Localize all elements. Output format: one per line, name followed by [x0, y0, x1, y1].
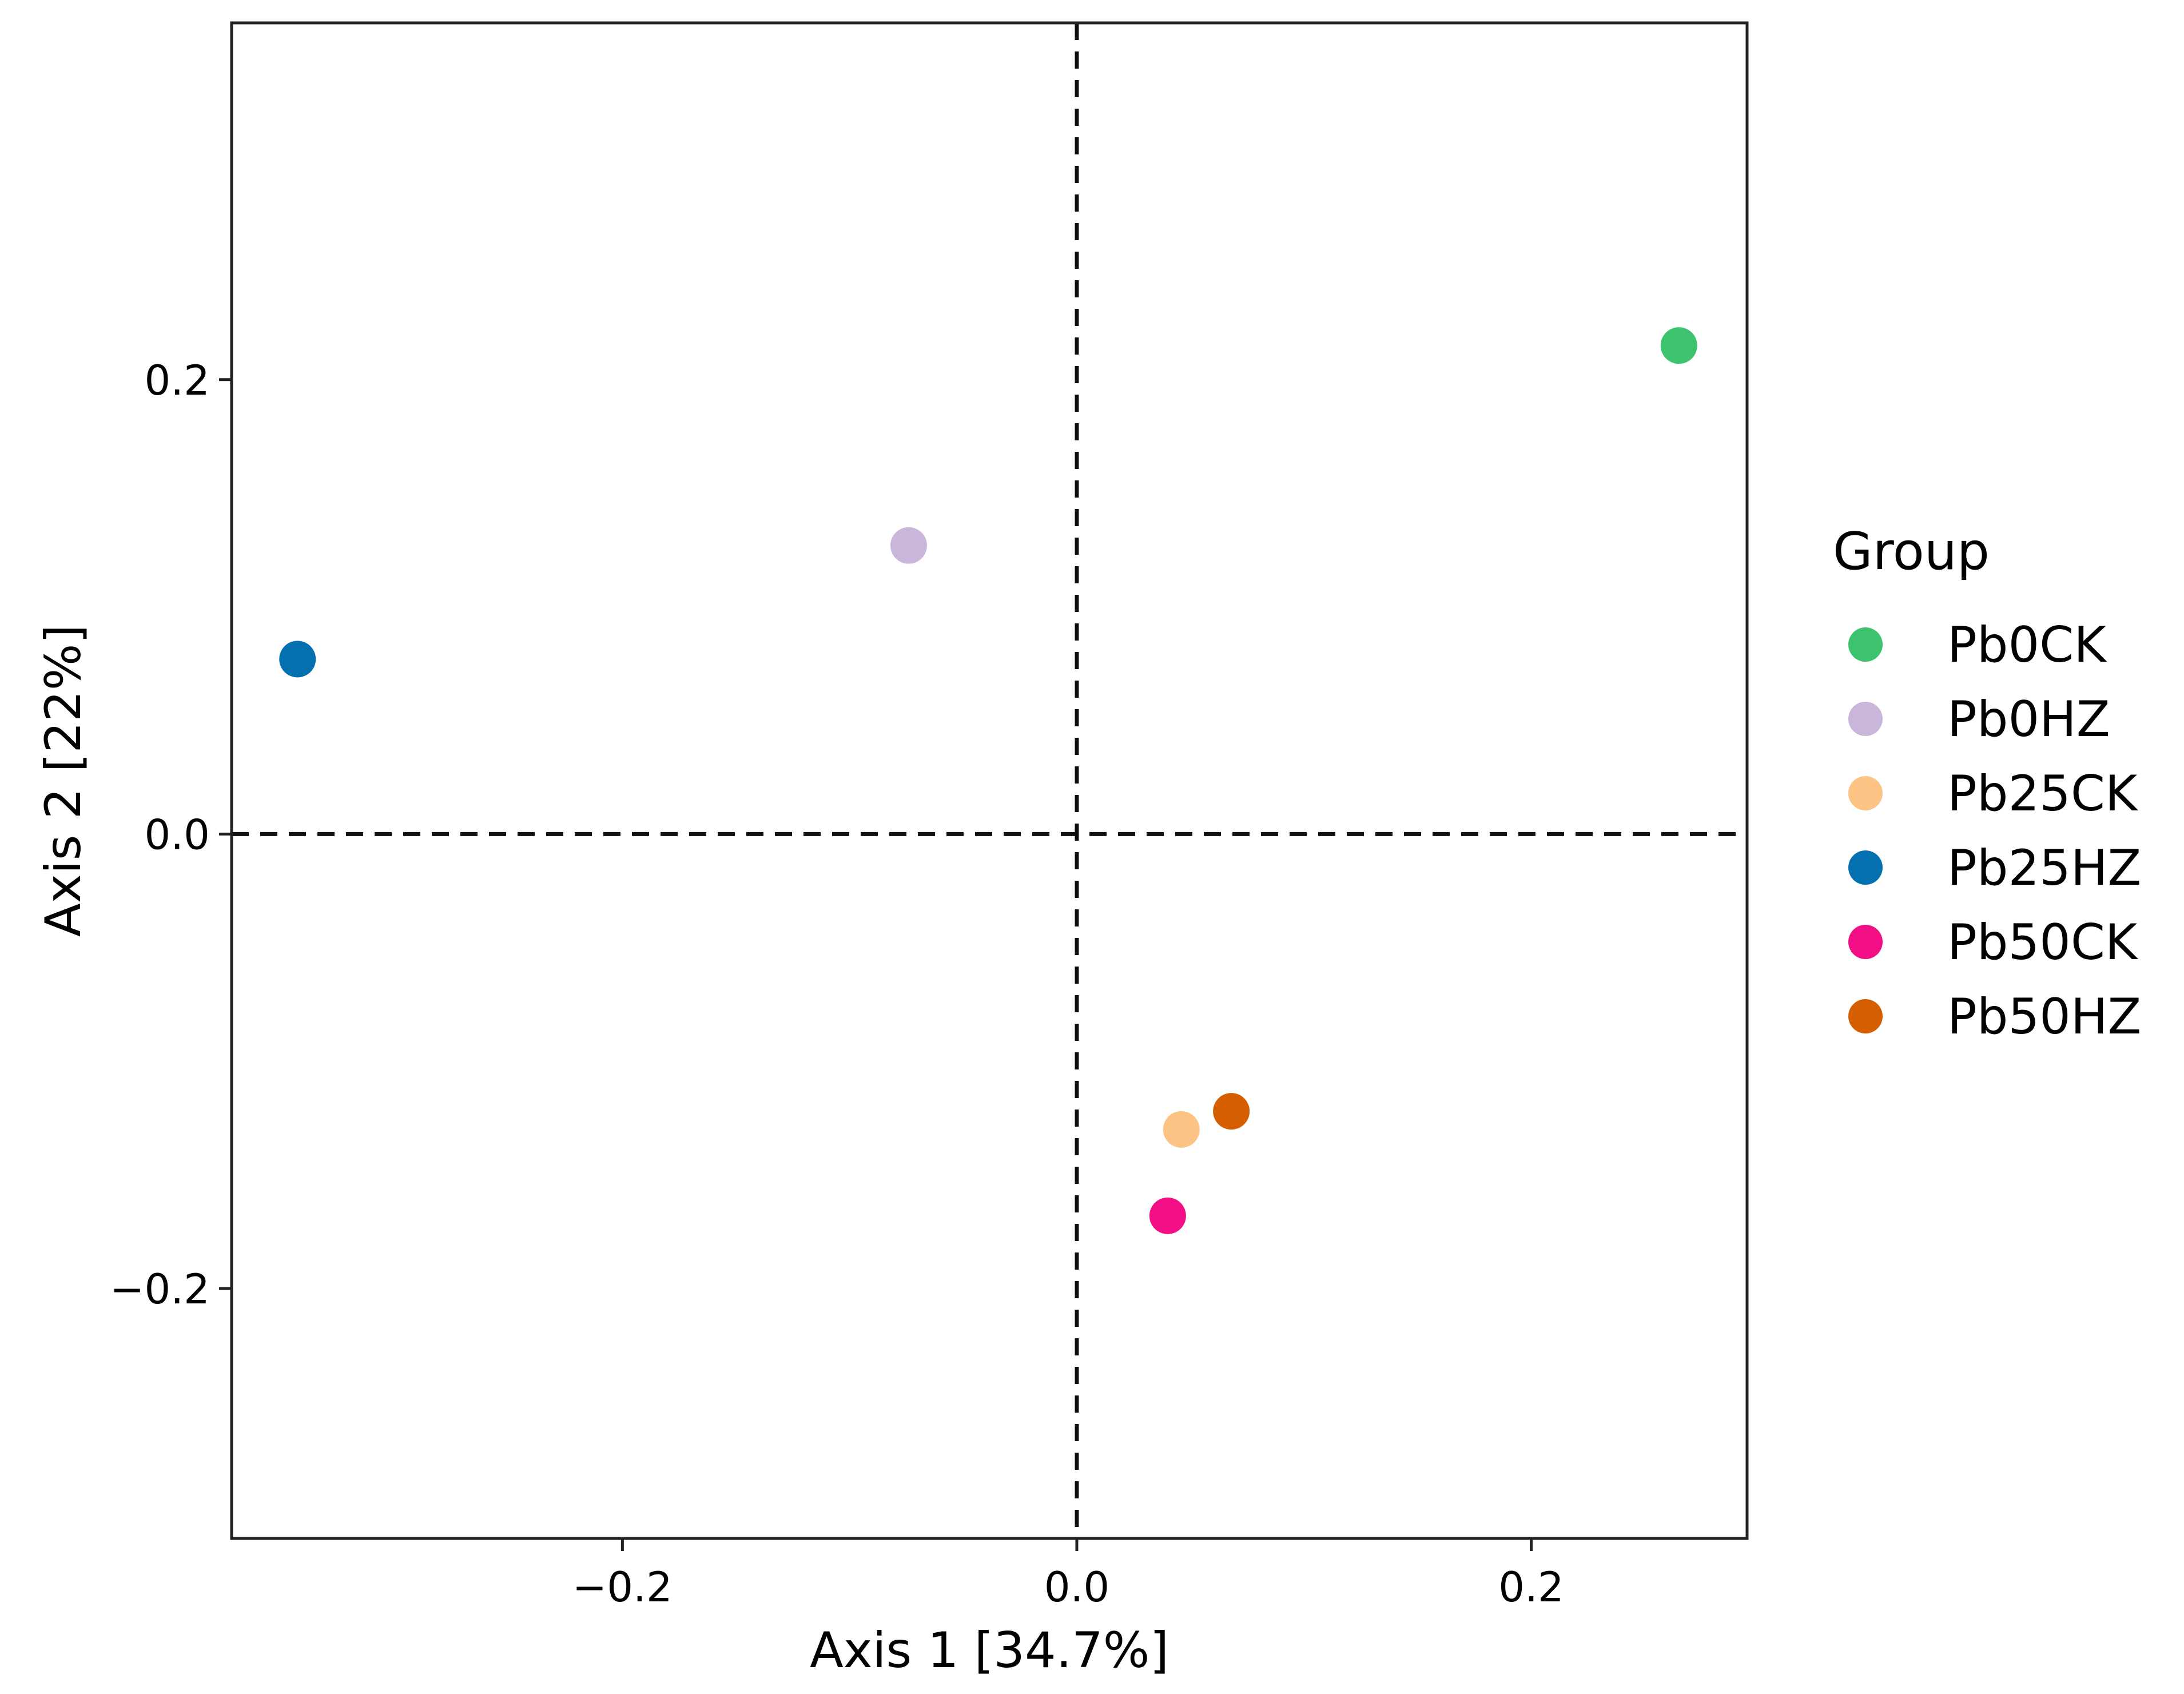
legend-title: Group [1833, 522, 1990, 582]
reference-lines [232, 23, 1747, 1538]
legend-label-pb25hz: Pb25HZ [1947, 840, 2141, 897]
legend-label-pb0ck: Pb0CK [1947, 617, 2107, 674]
x-tick-label: −0.2 [572, 1563, 673, 1611]
y-axis-title: Axis 2 [22%] [35, 625, 92, 937]
legend-marker-pb0ck [1848, 627, 1883, 662]
data-points [279, 327, 1697, 1234]
data-point-pb50hz [1213, 1093, 1250, 1130]
legend-label-pb50hz: Pb50HZ [1947, 988, 2141, 1045]
data-point-pb50ck [1149, 1197, 1186, 1234]
legend-label-pb25ck: Pb25CK [1947, 765, 2139, 822]
data-point-pb0ck [1660, 327, 1697, 364]
x-axis-title: Axis 1 [34.7%] [810, 1622, 1169, 1679]
x-tick-label: 0.2 [1498, 1563, 1564, 1611]
plot-frame [230, 21, 1749, 1540]
legend-marker-pb0hz [1848, 702, 1883, 736]
y-tick-label: −0.2 [110, 1265, 210, 1313]
legend-label-pb50ck: Pb50CK [1947, 914, 2139, 971]
data-point-pb0hz [890, 527, 927, 564]
y-tick-label: 0.0 [144, 810, 210, 858]
legend-items: Pb0CK Pb0HZ Pb25CK Pb25HZ Pb50CK Pb50HZ [1848, 617, 2141, 1045]
legend-label-pb0hz: Pb0HZ [1947, 691, 2110, 748]
x-tick-label: 0.0 [1044, 1563, 1110, 1611]
data-point-pb25hz [279, 641, 316, 678]
legend-marker-pb25hz [1848, 850, 1883, 885]
y-axis-ticks: −0.2 0.0 0.2 [110, 356, 232, 1313]
legend: Group Pb0CK Pb0HZ Pb25CK Pb25HZ Pb50CK Pb50HZ [1833, 522, 2141, 1045]
legend-marker-pb25ck [1848, 776, 1883, 810]
legend-marker-pb50ck [1848, 925, 1883, 959]
y-tick-label: 0.2 [144, 356, 210, 404]
legend-marker-pb50hz [1848, 999, 1883, 1033]
data-point-pb25ck [1163, 1111, 1200, 1148]
x-axis-ticks: −0.2 0.0 0.2 [572, 1538, 1564, 1611]
